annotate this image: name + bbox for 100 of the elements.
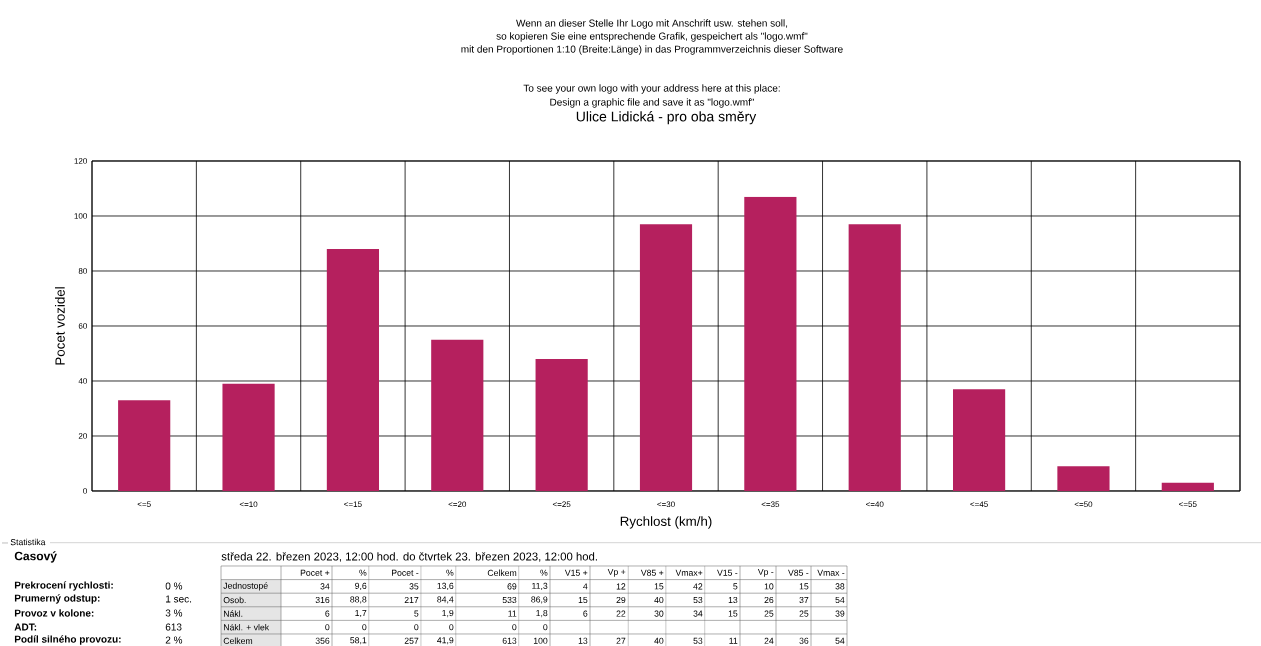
text: 15: [728, 610, 738, 617]
y-tick-label: 120: [74, 158, 87, 164]
y-tick-label: 100: [74, 213, 87, 219]
text: 5: [733, 583, 738, 590]
text: 217: [404, 596, 419, 604]
text: 15: [799, 583, 809, 590]
text: 0 %: [165, 582, 183, 590]
text: 40: [654, 637, 664, 644]
text: Design a graphic file and save it as "logo.wmf": [550, 98, 755, 108]
text: 84,4: [437, 596, 454, 604]
text: %: [359, 569, 367, 576]
text: 40: [654, 596, 664, 604]
x-tick-label: <=45: [970, 501, 988, 507]
y-tick-label: 40: [78, 378, 87, 384]
bar: [326, 248, 380, 491]
x-axis-title: Rychlost (km/h): [620, 516, 712, 529]
text: 0: [414, 624, 419, 631]
text: 25: [764, 610, 774, 617]
x-tick-label: <=5: [137, 501, 151, 507]
bar: [1057, 466, 1110, 491]
text: Pocet -: [392, 569, 419, 576]
text: 1,9: [442, 610, 454, 618]
text: Jednostopé: [223, 582, 268, 591]
text: 0: [325, 624, 330, 631]
text: 316: [315, 596, 330, 604]
bar: [744, 196, 797, 491]
text: 25: [799, 610, 809, 617]
x-tick-label: <=50: [1074, 501, 1093, 508]
text: 29: [616, 596, 626, 604]
text: 5: [414, 610, 419, 617]
text: Vp +: [607, 568, 626, 577]
bar: [118, 400, 171, 491]
chart-title: Ulice Lidická - pro oba směry: [576, 111, 757, 125]
text: 13,6: [437, 582, 454, 590]
text: 86,9: [531, 596, 548, 604]
text: 15: [578, 596, 588, 604]
bar: [1161, 482, 1214, 491]
text: 1,8: [536, 610, 548, 618]
text: 613: [165, 623, 182, 631]
text: 0: [543, 624, 548, 631]
text: 1 sec.: [166, 595, 192, 603]
text: To see your own logo with your address here at this place:: [523, 84, 780, 94]
text: 6: [325, 610, 330, 617]
text: 58,1: [350, 637, 367, 645]
text: 0: [362, 624, 367, 631]
text: 27: [616, 637, 626, 644]
text: 13: [728, 596, 738, 604]
text: 34: [693, 610, 703, 617]
text: Nákl.: [223, 610, 243, 617]
y-tick-label: 60: [78, 323, 87, 329]
text: 613: [502, 637, 517, 644]
text: 69: [507, 583, 517, 590]
text: 41,9: [437, 637, 454, 645]
text: 54: [835, 637, 845, 644]
text: Nákl. + vlek: [223, 623, 270, 631]
x-tick-label: <=40: [866, 501, 884, 508]
text: 42: [693, 583, 703, 590]
x-tick-label: <=55: [1179, 501, 1197, 507]
text: 54: [835, 596, 845, 604]
text: 11: [729, 637, 738, 644]
bar: [535, 358, 588, 491]
x-tick-label: <=30: [657, 501, 675, 508]
bar: [431, 339, 484, 491]
text: 12: [616, 583, 626, 590]
text: 533: [502, 596, 517, 604]
bar: [953, 389, 1006, 491]
text: 10: [764, 583, 774, 590]
x-tick-label: <=35: [761, 501, 780, 508]
text: 30: [654, 610, 664, 617]
bar: [848, 224, 901, 491]
text: Vp -: [757, 568, 774, 577]
text: 356: [315, 637, 330, 644]
text: 36: [799, 637, 809, 644]
text: 15: [654, 583, 664, 590]
text: Wenn an dieser Stelle Ihr Logo mit Anschrift usw. stehen soll,: [516, 19, 788, 29]
text: 257: [404, 637, 419, 644]
y-tick-label: 80: [78, 268, 87, 274]
x-tick-label: <=20: [448, 501, 467, 508]
text: Celkem: [487, 569, 517, 576]
y-axis-title: Pocet vozidel: [55, 287, 65, 365]
text: 11: [508, 610, 517, 617]
text: 39: [835, 610, 845, 617]
text: 100: [533, 637, 548, 644]
text: 2 %: [165, 636, 183, 644]
text: 9,6: [355, 582, 367, 590]
text: středa 22. březen 2023, 12:00 hod. do čtvrtek 23. březen 2023, 12:00 hod.: [221, 552, 597, 562]
text: 26: [764, 596, 774, 604]
text: Celkem: [223, 637, 253, 644]
bar: [639, 224, 693, 491]
text: mit den Proportionen 1:10 (Breite:Länge) in das Programmverzeichnis dieser Software: [461, 45, 843, 55]
text: ADT:: [14, 623, 37, 631]
y-tick-label: 20: [78, 433, 87, 439]
text: 53: [693, 596, 703, 604]
text: 37: [799, 596, 809, 604]
x-tick-label: <=25: [552, 501, 571, 508]
text: 6: [583, 610, 588, 617]
text: V15 -: [717, 569, 738, 576]
text: Prumerný odstup:: [14, 594, 100, 604]
text: Pocet +: [300, 569, 330, 576]
text: 1,7: [355, 610, 367, 618]
